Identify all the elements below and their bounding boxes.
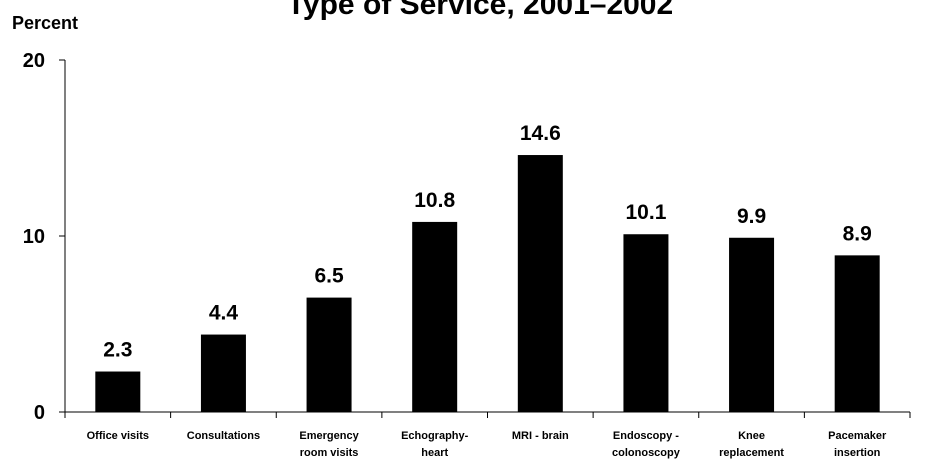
x-tick-label: Pacemaker xyxy=(828,430,887,442)
bar xyxy=(412,221,458,412)
x-tick-label: heart xyxy=(421,447,448,459)
bar xyxy=(834,255,880,412)
x-tick-label: insertion xyxy=(834,447,881,459)
x-tick-label: Echography- xyxy=(401,430,469,442)
data-label: 9.9 xyxy=(737,205,766,228)
x-tick-label: replacement xyxy=(719,447,784,459)
chart-title: Type of Service, 2001–2002 xyxy=(287,0,673,21)
bars-group: 2.3 4.4 6.5 10.8 14.6 10.1 9.9 8.9 xyxy=(95,122,880,413)
y-axis: 0 10 20 xyxy=(23,50,66,424)
y-tick-label: 10 xyxy=(23,226,45,248)
y-axis-label: Percent xyxy=(12,13,78,33)
y-tick-label: 0 xyxy=(34,402,45,424)
x-axis: Office visits Consultations Emergency room … xyxy=(64,411,911,459)
data-label: 8.9 xyxy=(843,222,872,245)
x-tick-label: MRI - brain xyxy=(512,430,569,442)
data-label: 14.6 xyxy=(520,122,561,145)
x-tick-label: Emergency xyxy=(299,430,359,442)
bar xyxy=(729,237,775,412)
data-label: 4.4 xyxy=(209,302,239,325)
data-label: 10.1 xyxy=(626,201,667,224)
bar xyxy=(95,371,141,412)
data-label: 2.3 xyxy=(103,339,132,362)
x-tick-label: Office visits xyxy=(87,430,149,442)
x-tick-label: Knee xyxy=(738,430,765,442)
bar xyxy=(306,297,352,412)
bar xyxy=(623,234,669,412)
x-tick-label: Endoscopy - xyxy=(613,430,679,442)
x-tick-label: Consultations xyxy=(187,430,260,442)
data-label: 6.5 xyxy=(314,265,344,288)
x-tick-label: colonoscopy xyxy=(612,447,681,459)
bar xyxy=(200,334,246,412)
y-tick-label: 20 xyxy=(23,50,45,72)
data-label: 10.8 xyxy=(414,189,455,212)
bar xyxy=(517,155,563,413)
x-tick-label: room visits xyxy=(300,447,359,459)
